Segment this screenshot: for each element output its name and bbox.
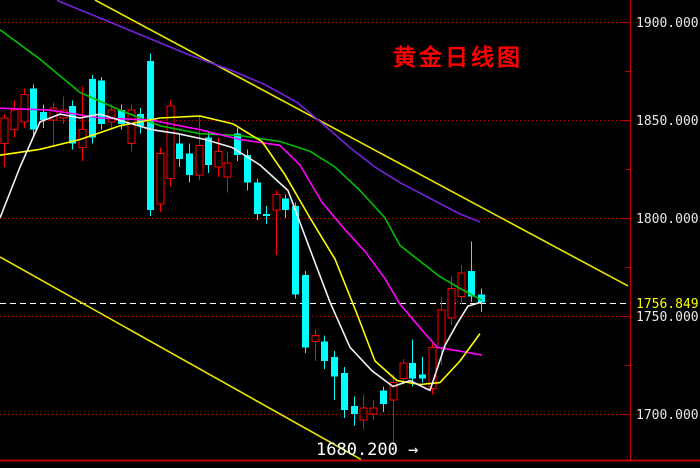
candlestick-down xyxy=(205,137,212,166)
candlestick-up xyxy=(214,150,223,168)
lower-channel-trendline xyxy=(0,256,362,461)
chart-plot-area[interactable] xyxy=(0,0,630,460)
candlestick-down xyxy=(40,112,47,120)
candlestick-up xyxy=(447,288,456,319)
low-price-annotation: 1680.200 → xyxy=(316,440,419,460)
candlestick-up xyxy=(156,152,165,205)
candlestick-up xyxy=(399,362,408,380)
candlestick-down xyxy=(409,362,416,379)
candlestick-down xyxy=(244,155,251,183)
ma-white-line xyxy=(0,113,482,392)
candlestick-up xyxy=(389,382,398,401)
candlestick-down xyxy=(292,206,299,295)
candlestick-up xyxy=(49,107,58,121)
candlestick-down xyxy=(380,390,387,405)
candlestick-up xyxy=(428,346,437,389)
ma-magenta-line xyxy=(0,107,483,356)
candlestick-down xyxy=(176,143,183,160)
candlestick-up xyxy=(457,272,466,297)
candlestick-down xyxy=(118,110,125,124)
price-label: 1900.000 xyxy=(636,16,699,31)
candlestick-up xyxy=(223,162,232,178)
candlestick-up xyxy=(127,109,136,144)
upper-channel-trendline xyxy=(94,0,629,287)
candlestick-down xyxy=(186,153,193,175)
candlestick-down xyxy=(282,198,289,211)
candlestick-down xyxy=(263,214,270,216)
current-price-label: 1756.849 xyxy=(636,297,699,312)
candlestick-down xyxy=(351,406,358,414)
candlestick-down xyxy=(254,182,261,215)
candlestick-up xyxy=(195,144,204,176)
candlestick-down xyxy=(321,341,328,362)
candlestick-down xyxy=(419,374,426,379)
candlestick-down xyxy=(147,61,154,211)
ma-green-line xyxy=(0,29,483,302)
candlestick-down xyxy=(302,274,309,348)
candlestick-up xyxy=(20,93,29,123)
candlestick-down xyxy=(234,133,241,156)
price-label: 1850.000 xyxy=(636,114,699,129)
candlestick-down xyxy=(89,78,96,138)
candlestick-down xyxy=(478,294,485,303)
candlestick-up xyxy=(166,105,175,180)
candlestick-up xyxy=(369,407,378,415)
candlestick-up xyxy=(272,193,281,211)
candlestick-down xyxy=(341,372,348,411)
ma-violet-line xyxy=(56,0,481,223)
candlestick-up xyxy=(10,109,19,131)
price-label: 1800.000 xyxy=(636,212,699,227)
candlestick-down xyxy=(331,357,338,377)
candlestick-up xyxy=(359,407,368,421)
chart-title: 黄金日线图 xyxy=(393,45,523,71)
candlestick-down xyxy=(69,106,76,144)
candlestick-up xyxy=(311,335,320,342)
candlestick-down xyxy=(468,270,475,297)
price-label: 1750.000 xyxy=(636,310,699,325)
price-label: 1700.000 xyxy=(636,408,699,423)
candlestick-up xyxy=(0,117,9,144)
ma-yellow-line xyxy=(0,115,481,386)
